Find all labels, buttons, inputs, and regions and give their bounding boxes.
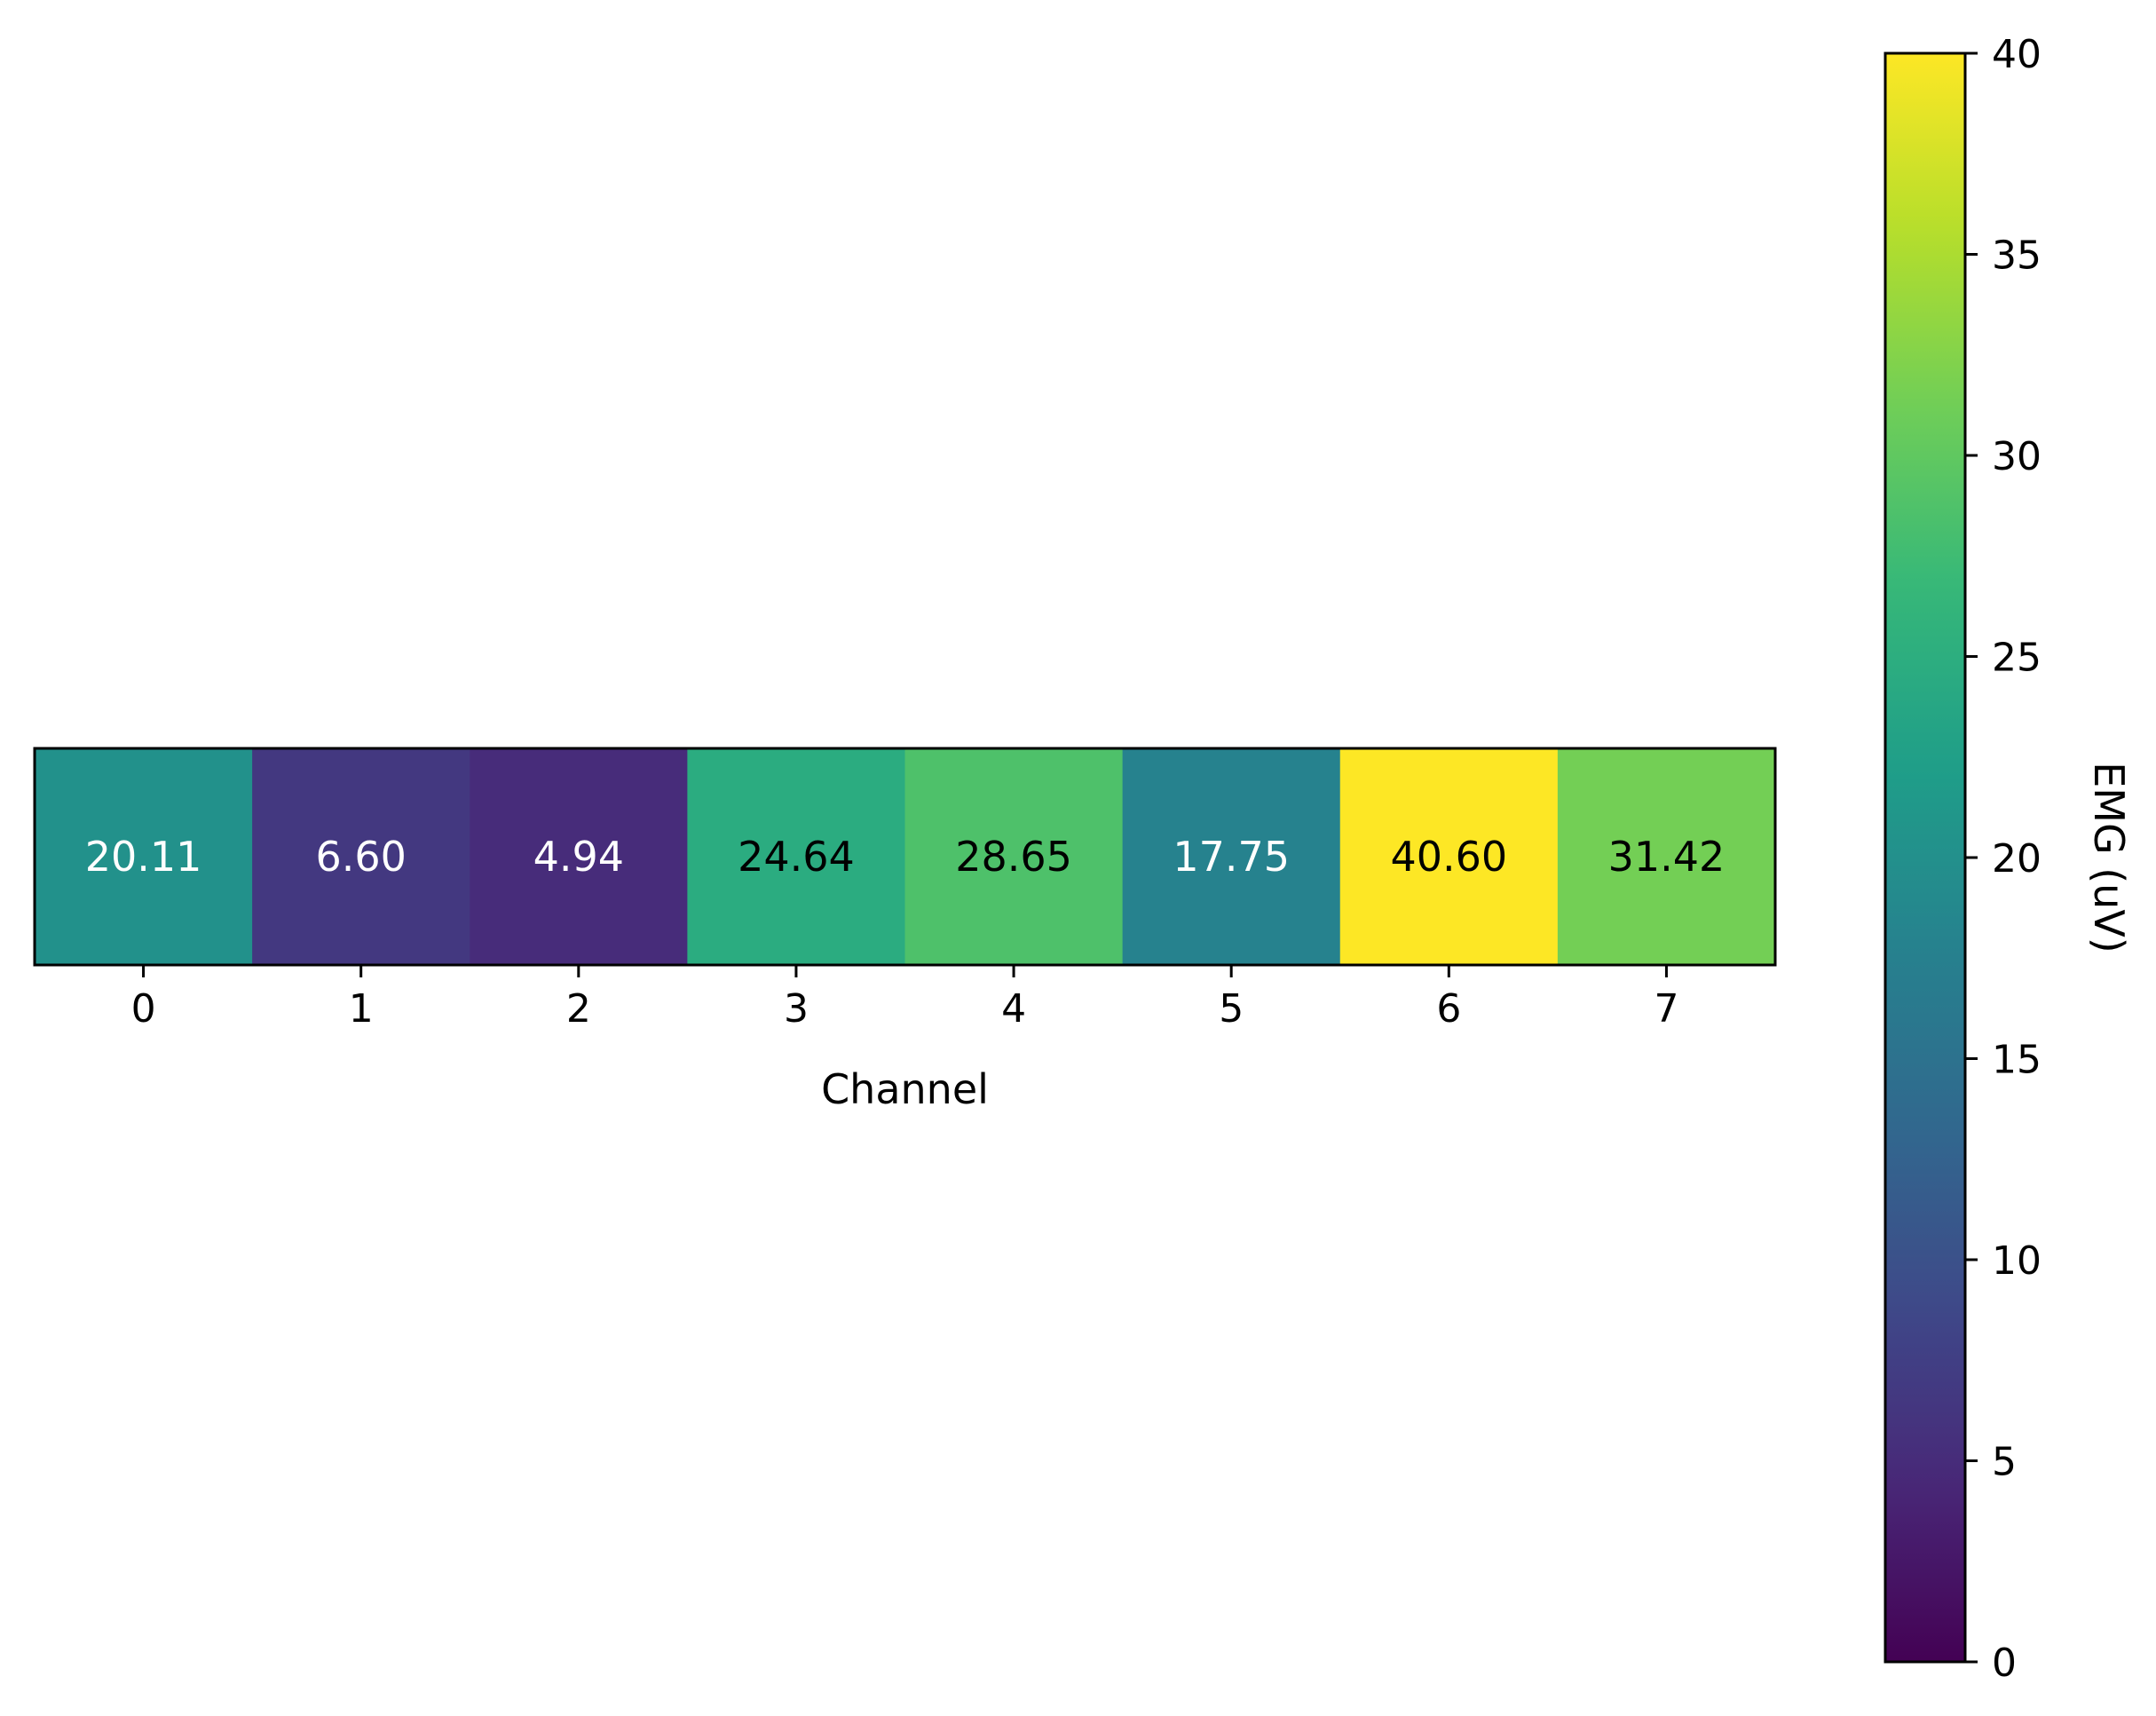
x-tick-label: 0: [131, 986, 156, 1032]
heatmap-cell: [35, 748, 253, 965]
heatmap-cell: [1122, 748, 1341, 965]
colorbar-tick-label: 10: [1992, 1238, 2041, 1284]
x-tick-label: 7: [1654, 986, 1678, 1032]
heatmap-cell: [1339, 748, 1559, 965]
x-tick-label: 6: [1436, 986, 1461, 1032]
cell-value-label: 17.75: [1173, 833, 1290, 881]
x-axis-ticks: 0 1 2 3 4 5 6 7: [131, 965, 1678, 1032]
cell-value-label: 40.60: [1390, 833, 1507, 881]
heatmap-cell: [252, 748, 470, 965]
heatmap-cell: [1557, 748, 1776, 965]
colorbar-tick-label: 20: [1992, 836, 2041, 882]
cell-value-label: 6.60: [315, 833, 406, 881]
colorbar-tick-label: 15: [1992, 1038, 2041, 1083]
colorbar-tick-label: 30: [1992, 434, 2041, 479]
x-tick-label: 5: [1219, 986, 1244, 1032]
heatmap-cell: [470, 748, 688, 965]
cell-value-label: 24.64: [738, 833, 855, 881]
x-tick-label: 1: [349, 986, 374, 1032]
heatmap-cells: [35, 748, 1776, 965]
x-tick-label: 2: [566, 986, 591, 1032]
heatmap-cell: [687, 748, 906, 965]
colorbar-tick-label: 0: [1992, 1641, 2017, 1686]
cell-value-label: 20.11: [85, 833, 202, 881]
plot-frame: [33, 747, 1777, 967]
colorbar: [1884, 51, 1967, 1664]
x-axis-label: Channel: [821, 1065, 989, 1113]
colorbar-tick-label: 25: [1992, 636, 2041, 681]
heatmap-cell-labels: 20.11 6.60 4.94 24.64 28.65 17.75 40.60 31.42: [85, 833, 1726, 881]
colorbar-tick-label: 5: [1992, 1440, 2017, 1485]
x-tick-label: 4: [1001, 986, 1026, 1032]
x-tick-label: 3: [784, 986, 809, 1032]
heatmap-cell: [904, 748, 1124, 965]
colorbar-tick-label: 40: [1992, 32, 2041, 77]
colorbar-label: EMG (uV): [2085, 762, 2133, 953]
colorbar-tick-label: 35: [1992, 233, 2041, 279]
cell-value-label: 28.65: [955, 833, 1072, 881]
cell-value-label: 4.94: [533, 833, 624, 881]
colorbar-ticks: 0 5 10 15 20 25 30 35 40: [1965, 32, 2041, 1686]
cell-value-label: 31.42: [1608, 833, 1726, 881]
